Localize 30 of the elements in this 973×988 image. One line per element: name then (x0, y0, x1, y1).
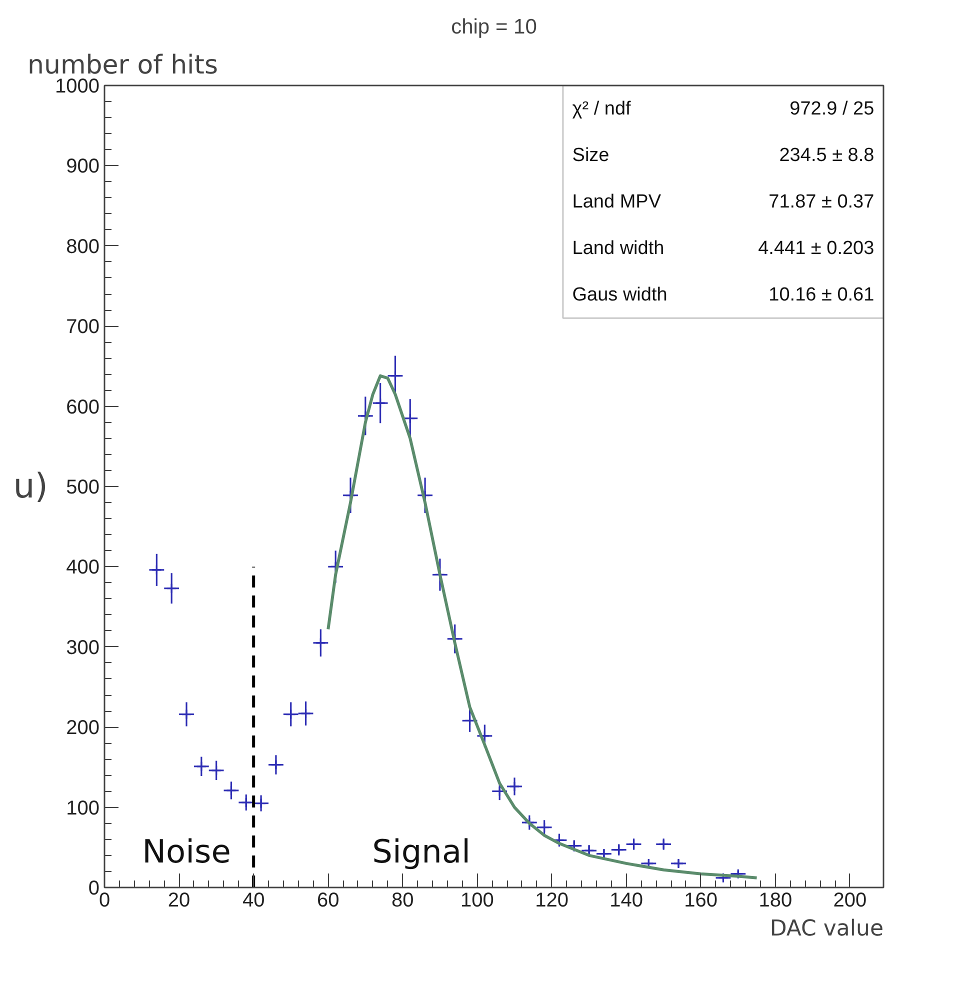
text: Land MPV 71.87 ± 0.37 (572, 191, 874, 212)
x-tick-label: 180 (758, 890, 792, 912)
x-tick-label: 20 (168, 890, 190, 912)
y-tick-label: 300 (66, 636, 100, 659)
x-axis-title: DAC value (770, 916, 884, 942)
annotation: Noise (142, 832, 231, 870)
annotation: Signal (372, 832, 470, 870)
y-tick-label: 100 (66, 797, 100, 820)
y-tick-label: 900 (66, 156, 100, 178)
text: Size 234.5 ± 8.8 (572, 144, 874, 166)
x-tick-label: 140 (610, 890, 644, 912)
chart-title: chip = 10 (451, 16, 537, 38)
x-tick-label: 200 (833, 890, 867, 912)
y-tick-label: 700 (66, 316, 100, 338)
text: χ² / ndf 972.9 / 25 (572, 98, 874, 120)
text: u) (13, 466, 48, 506)
text: Land width 4.441 ± 0.203 (572, 238, 874, 259)
x-tick-label: 160 (684, 890, 718, 912)
y-tick-label: 1000 (55, 76, 100, 98)
x-tick-label: 100 (460, 890, 494, 912)
y-tick-label: 200 (66, 717, 100, 740)
x-tick-label: 80 (392, 890, 414, 912)
x-tick-label: 40 (242, 890, 265, 912)
x-tick-label: 60 (317, 890, 340, 912)
y-tick-label: 500 (66, 476, 100, 498)
y-tick-label: 400 (66, 556, 100, 579)
text: Gaus width 10.16 ± 0.61 (572, 284, 874, 306)
y-tick-label: 600 (66, 396, 100, 418)
x-tick-label: 120 (535, 890, 568, 912)
y-tick-label: 800 (66, 236, 100, 258)
